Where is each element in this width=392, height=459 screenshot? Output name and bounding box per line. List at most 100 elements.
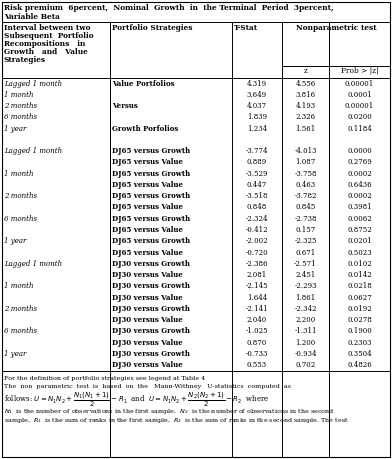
Text: 3.649: 3.649: [247, 91, 267, 99]
Text: 1 year: 1 year: [4, 124, 26, 133]
Text: 0.0002: 0.0002: [347, 170, 372, 178]
Text: 1 year: 1 year: [4, 237, 26, 245]
Text: 0.00001: 0.00001: [345, 79, 374, 88]
Text: -2.002: -2.002: [246, 237, 268, 245]
Text: 0.870: 0.870: [247, 339, 267, 347]
Text: 0.553: 0.553: [247, 361, 267, 369]
Text: 0.00001: 0.00001: [345, 102, 374, 110]
Text: 0.845: 0.845: [296, 203, 316, 212]
Text: 3.816: 3.816: [296, 91, 316, 99]
Text: 0.702: 0.702: [296, 361, 316, 369]
Text: 1.200: 1.200: [296, 339, 316, 347]
Text: DJ30 versus Growth: DJ30 versus Growth: [112, 305, 190, 313]
Text: 0.0218: 0.0218: [347, 282, 372, 291]
Text: Lagged 1 month: Lagged 1 month: [4, 147, 62, 155]
Text: 0.0062: 0.0062: [347, 215, 372, 223]
Text: follows: $U = N_1N_2 + \dfrac{N_1(N_1+1)}{2} - R_1$  and  $U = N_1N_2 + \dfrac{N: follows: $U = N_1N_2 + \dfrac{N_1(N_1+1)…: [4, 391, 269, 409]
Text: 0.0102: 0.0102: [347, 260, 372, 268]
Text: 0.671: 0.671: [296, 248, 316, 257]
Text: 0.0000: 0.0000: [347, 147, 372, 155]
Text: Subsequent  Portfolio: Subsequent Portfolio: [4, 32, 94, 40]
Text: -3.782: -3.782: [294, 192, 317, 200]
Text: 0.3981: 0.3981: [347, 203, 372, 212]
Text: -3.518: -3.518: [246, 192, 268, 200]
Text: Nonparametric test: Nonparametric test: [296, 24, 376, 32]
Text: 0.3504: 0.3504: [347, 350, 372, 358]
Text: -0.412: -0.412: [246, 226, 268, 234]
Text: 2.451: 2.451: [296, 271, 316, 279]
Text: 1.861: 1.861: [296, 294, 316, 302]
Text: 0.447: 0.447: [247, 181, 267, 189]
Text: DJ30 versus Value: DJ30 versus Value: [112, 271, 183, 279]
Text: Portfolio Strategies: Portfolio Strategies: [112, 24, 192, 32]
Text: 0.848: 0.848: [247, 203, 267, 212]
Text: DJ30 versus Growth: DJ30 versus Growth: [112, 327, 190, 336]
Text: Prob > |z|: Prob > |z|: [341, 67, 378, 75]
Text: DJ65 versus Growth: DJ65 versus Growth: [112, 192, 190, 200]
Text: 0.0001: 0.0001: [347, 91, 372, 99]
Text: 1 month: 1 month: [4, 170, 33, 178]
Text: DJ30 versus Value: DJ30 versus Value: [112, 294, 183, 302]
Text: DJ65 versus Value: DJ65 versus Value: [112, 248, 183, 257]
Text: -0.934: -0.934: [294, 350, 317, 358]
Text: -2.293: -2.293: [294, 282, 317, 291]
Text: 1.839: 1.839: [247, 113, 267, 121]
Text: 0.889: 0.889: [247, 158, 267, 166]
Text: -2.324: -2.324: [246, 215, 268, 223]
Text: 1.644: 1.644: [247, 294, 267, 302]
Text: DJ65 versus Value: DJ65 versus Value: [112, 181, 183, 189]
Text: 2.326: 2.326: [296, 113, 316, 121]
Text: 1.234: 1.234: [247, 124, 267, 133]
Text: 4.556: 4.556: [296, 79, 316, 88]
Text: T-Stat: T-Stat: [234, 24, 258, 32]
Text: Variable Beta: Variable Beta: [4, 13, 60, 21]
Text: DJ30 versus Growth: DJ30 versus Growth: [112, 350, 190, 358]
Text: 1.561: 1.561: [296, 124, 316, 133]
Text: Value Portfolios: Value Portfolios: [112, 79, 174, 88]
Text: -2.342: -2.342: [294, 305, 317, 313]
Text: 2 months: 2 months: [4, 102, 37, 110]
Text: 1 month: 1 month: [4, 282, 33, 291]
Text: -2.386: -2.386: [246, 260, 268, 268]
Text: Lagged 1 month: Lagged 1 month: [4, 79, 62, 88]
Text: 0.4826: 0.4826: [347, 361, 372, 369]
Text: -1.311: -1.311: [294, 327, 317, 336]
Text: Growth Porfolios: Growth Porfolios: [112, 124, 178, 133]
Text: 0.6436: 0.6436: [347, 181, 372, 189]
Text: 1 year: 1 year: [4, 350, 26, 358]
Text: -2.145: -2.145: [246, 282, 268, 291]
Text: DJ30 versus Value: DJ30 versus Value: [112, 339, 183, 347]
Text: DJ30 versus Growth: DJ30 versus Growth: [112, 282, 190, 291]
Text: 0.0627: 0.0627: [347, 294, 372, 302]
Text: DJ65 versus Growth: DJ65 versus Growth: [112, 170, 190, 178]
Text: 0.0278: 0.0278: [347, 316, 372, 324]
Text: Growth   and   Value: Growth and Value: [4, 48, 88, 56]
Text: Versus: Versus: [112, 102, 138, 110]
Text: DJ30 versus Value: DJ30 versus Value: [112, 316, 183, 324]
Text: 6 months: 6 months: [4, 327, 37, 336]
Text: -2.325: -2.325: [294, 237, 317, 245]
Text: -3.529: -3.529: [246, 170, 268, 178]
Text: Interval between two: Interval between two: [4, 24, 91, 32]
Text: 0.0002: 0.0002: [347, 192, 372, 200]
Text: DJ30 versus Value: DJ30 versus Value: [112, 361, 183, 369]
Text: Risk premium  6percent,  Nominal  Growth  in  the Terminal  Period  3percent,: Risk premium 6percent, Nominal Growth in…: [4, 4, 334, 12]
Text: 4.319: 4.319: [247, 79, 267, 88]
Text: DJ65 versus Growth: DJ65 versus Growth: [112, 215, 190, 223]
Text: 0.1900: 0.1900: [347, 327, 372, 336]
Text: -0.720: -0.720: [246, 248, 268, 257]
Text: 2 months: 2 months: [4, 305, 37, 313]
Text: Lagged 1 month: Lagged 1 month: [4, 260, 62, 268]
Text: 0.0142: 0.0142: [347, 271, 372, 279]
Text: -3.758: -3.758: [294, 170, 317, 178]
Text: 2.081: 2.081: [247, 271, 267, 279]
Text: DJ30 versus Growth: DJ30 versus Growth: [112, 260, 190, 268]
Text: 0.1184: 0.1184: [347, 124, 372, 133]
Text: 0.0192: 0.0192: [347, 305, 372, 313]
Text: 4.037: 4.037: [247, 102, 267, 110]
Text: DJ65 versus Growth: DJ65 versus Growth: [112, 237, 190, 245]
Text: 2.200: 2.200: [296, 316, 316, 324]
Text: sample,  $R_1$  is the sum of ranks in the first sample,  $R_2$  is the sum of r: sample, $R_1$ is the sum of ranks in the…: [4, 416, 349, 425]
Text: 1.087: 1.087: [296, 158, 316, 166]
Text: 0.463: 0.463: [296, 181, 316, 189]
